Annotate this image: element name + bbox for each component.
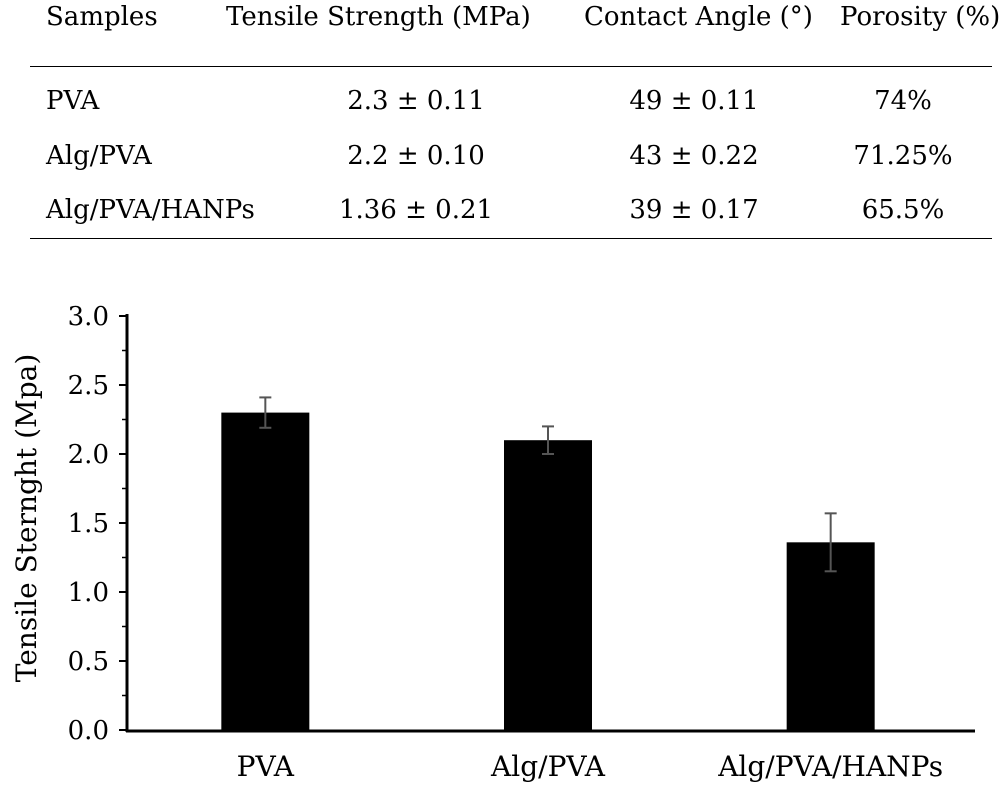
tensile-bar-chart: Tensile Sternght (Mpa) 0.0 0.5 1.0 1.5 2.0 2.… [10, 302, 975, 783]
cell-sample-3: Alg/PVA/HANPs [46, 195, 255, 225]
cell-tensile-3: 1.36 ± 0.21 [338, 195, 494, 225]
y-tick-label: 0.5 [68, 647, 109, 677]
bar-1 [221, 412, 310, 730]
chart-marks: 0.0 0.5 1.0 1.5 2.0 2.5 3.0 PVA Alg/PVA Alg/PVA/H… [68, 302, 975, 783]
cell-angle-2: 43 ± 0.22 [629, 141, 759, 171]
cell-porosity-3: 65.5% [861, 195, 945, 225]
header-porosity: Porosity (%) [840, 2, 1000, 32]
y-tick-label: 3.0 [68, 302, 109, 332]
header-samples: Samples [46, 2, 158, 32]
cell-porosity-2: 71.25% [853, 141, 953, 171]
x-tick-label: Alg/PVA [490, 750, 606, 783]
cell-tensile-2: 2.2 ± 0.10 [347, 141, 485, 171]
cell-porosity-1: 74% [874, 86, 932, 116]
table-top-rule [30, 66, 992, 67]
properties-table: Samples Tensile Strength (MPa) Contact A… [0, 0, 1000, 250]
cell-sample-1: PVA [46, 86, 100, 116]
header-contact-angle: Contact Angle (°) [584, 2, 813, 32]
y-tick-label: 1.0 [68, 578, 109, 608]
y-axis-label: Tensile Sternght (Mpa) [10, 354, 43, 683]
cell-sample-2: Alg/PVA [46, 141, 152, 171]
y-tick-label: 0.0 [68, 716, 109, 746]
y-tick-label: 2.5 [68, 371, 109, 401]
x-tick-label: PVA [237, 750, 295, 783]
x-tick-label: Alg/PVA/HANPs [717, 750, 943, 783]
cell-tensile-1: 2.3 ± 0.11 [347, 86, 485, 116]
y-tick-label: 1.5 [68, 509, 109, 539]
cell-angle-1: 49 ± 0.11 [629, 86, 759, 116]
header-tensile-strength: Tensile Strength (MPa) [226, 2, 531, 32]
bar-2 [504, 440, 592, 730]
y-tick-label: 2.0 [68, 440, 109, 470]
cell-angle-3: 39 ± 0.17 [629, 195, 759, 225]
table-bottom-rule [30, 238, 992, 239]
bar-3 [786, 542, 875, 730]
